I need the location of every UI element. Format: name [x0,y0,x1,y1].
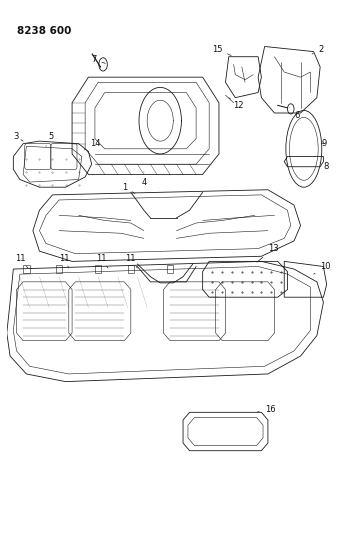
Bar [95,265,101,273]
Text: 11: 11 [125,254,137,268]
Text: 16: 16 [258,405,275,414]
Text: 5: 5 [46,132,53,146]
Text: 6: 6 [289,107,300,120]
Text: 7: 7 [91,55,105,64]
Text: 10: 10 [313,262,330,274]
Bar [23,265,30,273]
Text: 11: 11 [96,254,108,268]
Bar [128,265,134,273]
Text: 9: 9 [322,139,327,148]
Text: 4: 4 [141,172,147,187]
Bar [167,265,173,273]
Text: 3: 3 [13,132,23,141]
Text: 8: 8 [320,162,329,171]
Text: 14: 14 [84,139,101,150]
Text: 15: 15 [212,45,231,55]
Text: 2: 2 [312,45,324,54]
Bar [56,265,62,273]
Text: 13: 13 [257,244,278,262]
Text: 11: 11 [59,254,69,268]
Text: 8238 600: 8238 600 [17,26,71,36]
Text: 12: 12 [229,98,244,110]
Text: 1: 1 [122,183,135,193]
Text: 11: 11 [15,254,28,268]
